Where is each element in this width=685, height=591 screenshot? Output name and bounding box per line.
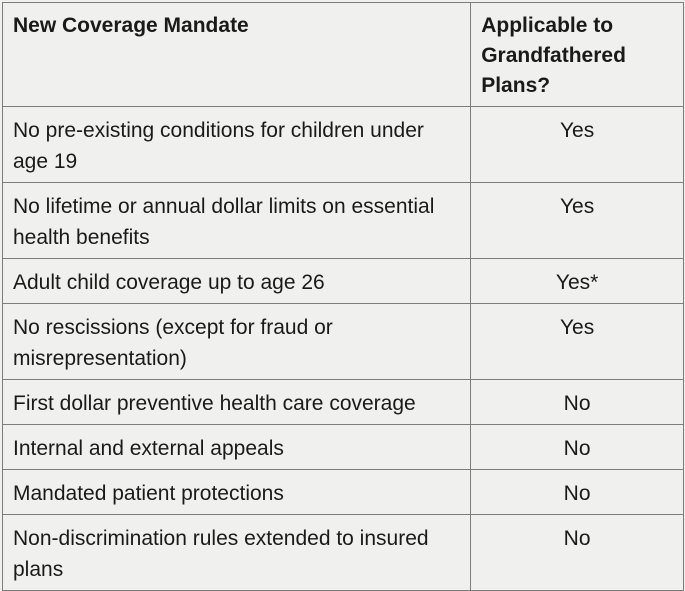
header-new-coverage-mandate: New Coverage Mandate (1, 2, 472, 107)
table-row: Mandated patient protections No (1, 469, 684, 515)
applicable-cell: Yes (470, 182, 684, 259)
header-applicable-to-grandfathered-plans: Applicable to Grandfathered Plans? (470, 2, 684, 107)
mandate-cell: Non-discrimination rules extended to ins… (1, 514, 472, 591)
mandate-cell: No pre-existing conditions for children … (1, 106, 472, 183)
applicable-cell: No (470, 514, 684, 591)
table-row: No rescissions (except for fraud or misr… (1, 303, 684, 380)
mandate-cell: First dollar preventive health care cove… (1, 379, 472, 425)
applicable-cell: No (470, 379, 684, 425)
mandate-cell: Mandated patient protections (1, 469, 472, 515)
table-row: First dollar preventive health care cove… (1, 379, 684, 425)
mandate-cell: No lifetime or annual dollar limits on e… (1, 182, 472, 259)
applicable-cell: No (470, 424, 684, 470)
applicable-cell: Yes (470, 303, 684, 380)
mandate-cell: No rescissions (except for fraud or misr… (1, 303, 472, 380)
table-row: No lifetime or annual dollar limits on e… (1, 182, 684, 259)
mandate-cell: Adult child coverage up to age 26 (1, 258, 472, 304)
table-row: Adult child coverage up to age 26 Yes* (1, 258, 684, 304)
mandate-cell: Internal and external appeals (1, 424, 472, 470)
applicable-cell: Yes* (470, 258, 684, 304)
applicable-cell: Yes (470, 106, 684, 183)
table-row: No pre-existing conditions for children … (1, 106, 684, 183)
applicable-cell: No (470, 469, 684, 515)
table-row: Internal and external appeals No (1, 424, 684, 470)
table-row: Non-discrimination rules extended to ins… (1, 514, 684, 591)
table-header-row: New Coverage Mandate Applicable to Grand… (1, 2, 684, 107)
